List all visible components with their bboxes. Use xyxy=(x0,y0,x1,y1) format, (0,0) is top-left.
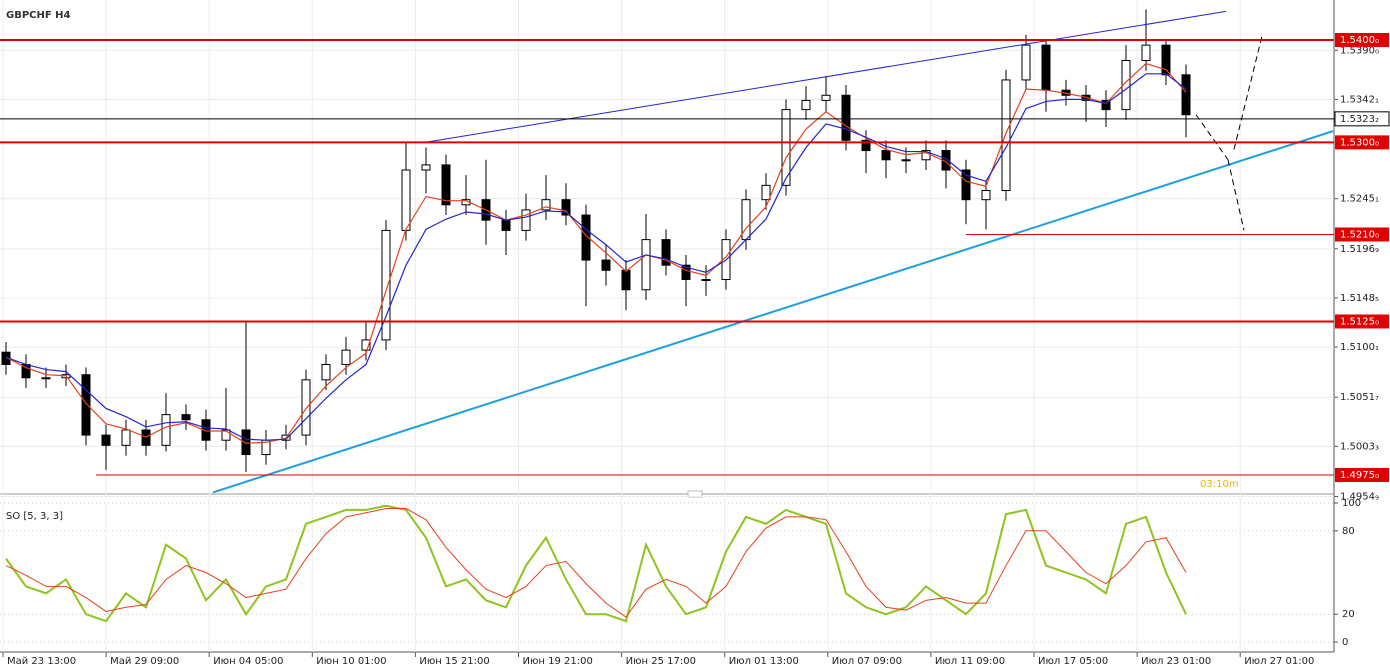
candle-body xyxy=(741,199,751,241)
y-tick-label: 1.5245₁ xyxy=(1340,194,1379,205)
candle-body xyxy=(981,189,991,201)
candle-body xyxy=(301,379,311,436)
x-tick-label: Май 23 13:00 xyxy=(7,656,76,667)
x-tick-label: Июл 17 05:00 xyxy=(1038,656,1108,667)
candle-body xyxy=(881,150,891,161)
level-label: 1.5400₀ xyxy=(1340,35,1379,46)
candle-body xyxy=(761,184,771,201)
candle-body xyxy=(121,429,131,446)
candle-body xyxy=(101,434,111,446)
candle-body xyxy=(621,269,631,291)
candle-body xyxy=(1021,44,1031,81)
level-box xyxy=(1335,135,1389,150)
candle-body xyxy=(401,169,411,231)
y-tick-label: 1.5342₁ xyxy=(1340,94,1379,105)
y-tick-label: 1.5100₁ xyxy=(1340,342,1379,353)
candle-body xyxy=(441,164,451,206)
x-tick-label: Июн 25 17:00 xyxy=(626,656,696,667)
candle-body xyxy=(561,199,571,216)
candle-body xyxy=(961,169,971,201)
x-tick-label: Июн 15 21:00 xyxy=(419,656,489,667)
level-label: 1.5210₀ xyxy=(1340,229,1379,240)
y-tick-label: 1.5051₇ xyxy=(1340,392,1379,403)
candle-body xyxy=(701,279,711,282)
candle-body xyxy=(221,429,231,441)
y-tick-label: 1.5196₉ xyxy=(1340,244,1379,255)
candle-body xyxy=(641,239,651,291)
candle-body xyxy=(801,99,811,111)
y-tick-label: 20 xyxy=(1342,609,1355,620)
x-tick-label: Июл 07 09:00 xyxy=(832,656,902,667)
candle-body xyxy=(1101,99,1111,111)
candle-body xyxy=(841,94,851,141)
trendline xyxy=(424,10,1227,143)
candle-body xyxy=(421,164,431,171)
candle-body xyxy=(921,150,931,161)
candle-body xyxy=(361,339,371,351)
x-tick-label: Май 29 09:00 xyxy=(110,656,179,667)
x-tick-label: Июн 19 21:00 xyxy=(523,656,593,667)
candle-body xyxy=(661,239,671,266)
x-tick-label: Июл 23 01:00 xyxy=(1141,656,1211,667)
level-box xyxy=(1335,314,1389,329)
candle-body xyxy=(861,139,871,152)
candle-body xyxy=(321,363,331,381)
projection xyxy=(1227,159,1245,231)
candle-body xyxy=(1181,74,1191,116)
level-label: 1.5125₀ xyxy=(1340,316,1379,327)
oscillator-line xyxy=(5,504,1187,623)
x-tick-label: Июл 11 09:00 xyxy=(935,656,1005,667)
candle-body xyxy=(1001,79,1011,191)
candle-body xyxy=(581,214,591,261)
y-tick-label: 1.5148₅ xyxy=(1340,293,1379,304)
candle-body xyxy=(41,377,51,380)
candle-body xyxy=(341,349,351,365)
y-tick-label: 0 xyxy=(1342,637,1348,648)
moving-average xyxy=(5,62,1187,444)
level-box xyxy=(1335,227,1389,242)
candle-body xyxy=(541,199,551,211)
candle-body xyxy=(821,94,831,101)
y-tick-label: 1.5003₃ xyxy=(1340,441,1379,452)
candle-body xyxy=(521,209,531,231)
candle-body xyxy=(501,219,511,231)
indicator-label: SO [5, 3, 3] xyxy=(6,511,63,522)
y-tick-label: 80 xyxy=(1342,526,1355,537)
candle-body xyxy=(1121,59,1131,111)
candle-body xyxy=(241,429,251,456)
candle-body xyxy=(161,414,171,446)
candle-body xyxy=(1161,44,1171,76)
candle-body xyxy=(81,374,91,436)
x-tick-label: Июл 27 01:00 xyxy=(1244,656,1314,667)
last-price-label: 1.5323₂ xyxy=(1340,114,1379,125)
candle-body xyxy=(381,229,391,341)
level-box xyxy=(1335,33,1389,48)
candle-body xyxy=(1141,44,1151,61)
level-label: 1.5300₀ xyxy=(1340,137,1379,148)
x-tick-label: Июн 10 01:00 xyxy=(316,656,386,667)
moving-average xyxy=(5,73,1187,441)
trendline xyxy=(212,130,1334,494)
x-tick-label: Июн 04 05:00 xyxy=(213,656,283,667)
oscillator-line xyxy=(5,508,1187,618)
y-tick-label: 1.4954₉ xyxy=(1340,492,1379,503)
x-tick-label: Июл 01 13:00 xyxy=(729,656,799,667)
candle-body xyxy=(601,259,611,271)
candle-body xyxy=(1041,44,1051,91)
candle-body xyxy=(901,159,911,162)
timer: 03:10m xyxy=(1200,479,1239,490)
candle-body xyxy=(681,264,691,281)
chart-title: GBPCHF H4 xyxy=(6,10,71,21)
level-box xyxy=(1335,468,1389,483)
y-tick-label: 1.5390₀ xyxy=(1340,45,1379,56)
candle-body xyxy=(781,109,791,186)
last-price-box xyxy=(1334,111,1390,127)
candle-body xyxy=(181,414,191,421)
y-tick-label: 100 xyxy=(1342,498,1361,509)
level-label: 1.4975₀ xyxy=(1340,470,1379,481)
